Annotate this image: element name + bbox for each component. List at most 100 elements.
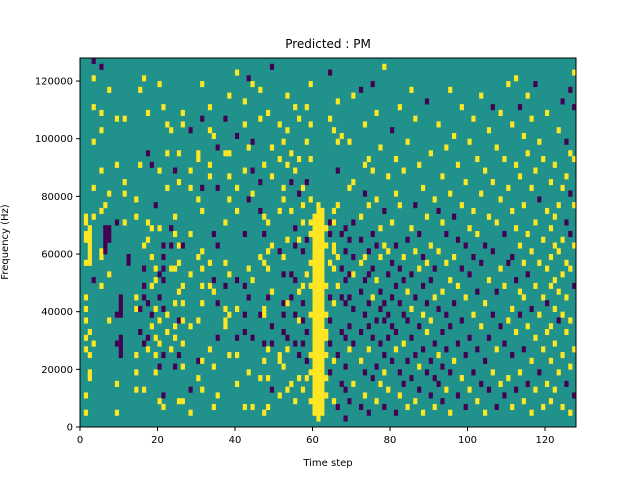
heatmap-cell: [331, 398, 337, 405]
heatmap-cell: [374, 317, 379, 324]
heatmap-cell: [153, 277, 158, 284]
heatmap-cell: [312, 219, 317, 226]
heatmap-cell: [180, 242, 185, 249]
heatmap-cell: [258, 207, 263, 214]
heatmap-cell: [161, 104, 166, 111]
heatmap-cell: [312, 369, 317, 376]
heatmap-cell: [320, 357, 325, 364]
heatmap-cell: [316, 369, 321, 376]
heatmap-cell: [312, 282, 317, 289]
heatmap-cell: [506, 317, 511, 324]
heatmap-cell: [390, 294, 395, 301]
heatmap-cell: [448, 409, 453, 416]
heatmap-cell: [312, 236, 317, 243]
y-axis-ticks: 0 20000 40000 60000 80000 100000 120000: [35, 77, 80, 434]
heatmap-cell: [545, 300, 550, 307]
x-axis-label: Time step: [302, 458, 352, 469]
heatmap-cell: [370, 167, 375, 174]
heatmap-cell: [351, 179, 356, 186]
heatmap-cell: [459, 317, 464, 324]
heatmap-cell: [312, 259, 317, 266]
heatmap-cell: [153, 334, 158, 341]
heatmap-cell: [262, 357, 267, 364]
heatmap-cell: [374, 277, 379, 284]
heatmap-cell: [514, 386, 519, 393]
heatmap-cell: [471, 207, 476, 214]
heatmap-cell: [103, 230, 108, 238]
heatmap-cell: [258, 311, 263, 318]
heatmap-cell: [502, 340, 507, 347]
heatmap-cell: [452, 357, 457, 364]
heatmap-cell: [428, 242, 433, 249]
heatmap-cell: [370, 230, 375, 238]
heatmap-cell: [99, 127, 104, 134]
heatmap-cell: [572, 346, 577, 353]
heatmap-cell: [541, 346, 546, 353]
heatmap-cell: [312, 352, 317, 359]
heatmap-cell: [444, 259, 449, 266]
heatmap-cell: [424, 259, 430, 266]
heatmap-cell: [525, 92, 530, 99]
heatmap-cell: [347, 271, 352, 278]
heatmap-cell: [401, 311, 406, 318]
heatmap-cell: [316, 409, 321, 416]
heatmap-cell: [320, 386, 325, 393]
heatmap-cell: [207, 346, 213, 353]
heatmap-cell: [324, 242, 329, 249]
heatmap-cell: [176, 317, 182, 324]
heatmap-cell: [568, 150, 573, 157]
heatmap-cell: [475, 230, 480, 238]
heatmap-cell: [510, 121, 515, 128]
heatmap-cell: [262, 340, 267, 347]
y-tick-label: 80000: [41, 192, 73, 203]
heatmap-cell: [401, 340, 406, 347]
heatmap-cell: [347, 138, 352, 145]
heatmap-cell: [312, 317, 317, 324]
heatmap-cell: [215, 300, 220, 307]
heatmap-cell: [266, 294, 271, 301]
heatmap-cell: [126, 254, 131, 261]
heatmap-cell: [83, 219, 89, 226]
heatmap-cell: [351, 380, 356, 387]
heatmap-cell: [173, 213, 178, 220]
heatmap-cell: [386, 248, 391, 255]
heatmap-cell: [343, 334, 348, 341]
heatmap-cell: [149, 311, 154, 318]
heatmap-cell: [304, 375, 309, 382]
heatmap-cell: [269, 340, 275, 347]
heatmap-cell: [568, 409, 573, 416]
heatmap-cell: [83, 294, 89, 301]
heatmap-cell: [83, 392, 89, 399]
heatmap-cell: [161, 277, 166, 284]
heatmap-cell: [331, 300, 337, 307]
heatmap-cell: [312, 242, 317, 249]
heatmap-cell: [316, 300, 321, 307]
heatmap-cell: [173, 230, 178, 238]
heatmap-cell: [180, 340, 185, 347]
heatmap-cell: [316, 403, 321, 411]
heatmap-cell: [285, 346, 290, 353]
heatmap-cell: [428, 357, 433, 364]
heatmap-cell: [312, 225, 317, 232]
heatmap-cell: [169, 242, 174, 249]
heatmap-cell: [211, 288, 216, 295]
heatmap-cell: [359, 288, 364, 295]
heatmap-cell: [258, 86, 263, 93]
heatmap-cell: [114, 219, 120, 226]
heatmap-cell: [440, 328, 445, 336]
heatmap-cell: [494, 403, 499, 411]
heatmap-cell: [374, 109, 379, 116]
heatmap-cell: [514, 225, 519, 232]
heatmap-cell: [266, 375, 271, 382]
heatmap-cell: [180, 398, 185, 405]
heatmap-cell: [537, 369, 542, 376]
heatmap-cell: [308, 81, 313, 88]
heatmap-cell: [316, 230, 321, 238]
heatmap-cell: [560, 271, 565, 278]
heatmap-cell: [320, 242, 325, 249]
heatmap-cell: [153, 369, 158, 376]
y-axis-label: Frequency (Hz): [0, 204, 11, 280]
heatmap-cell: [331, 207, 337, 214]
x-tick-label: 40: [229, 435, 242, 446]
heatmap-cell: [413, 248, 418, 255]
